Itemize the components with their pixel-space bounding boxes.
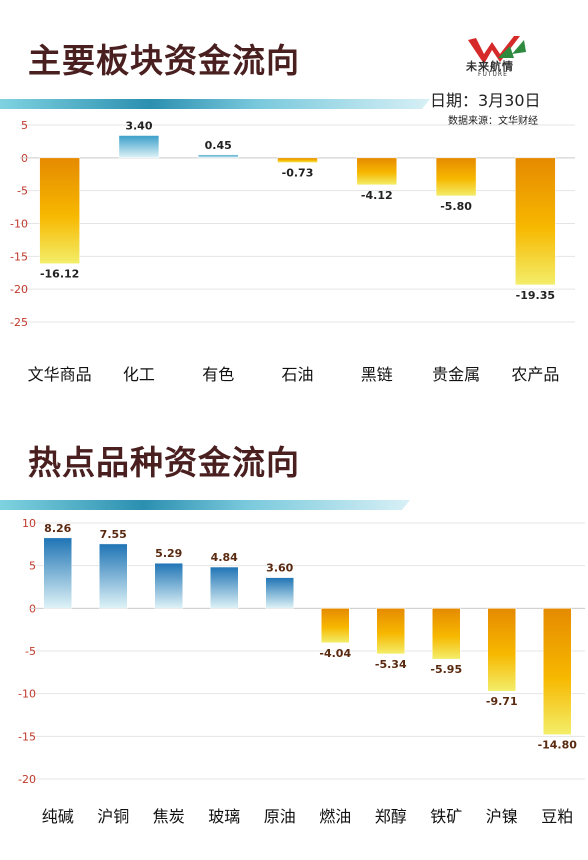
category-label: 纯碱 bbox=[42, 807, 74, 826]
y-tick-label: -25 bbox=[10, 316, 28, 329]
y-tick-label: 10 bbox=[22, 517, 36, 530]
title-band-2 bbox=[0, 500, 410, 510]
category-label: 石油 bbox=[281, 365, 313, 384]
data-label: 3.60 bbox=[266, 562, 293, 575]
bar-农产品 bbox=[515, 157, 556, 286]
bar-焦炭 bbox=[154, 562, 183, 609]
category-label: 玻璃 bbox=[208, 807, 240, 826]
y-tick-label: -15 bbox=[10, 250, 28, 263]
logo-icon bbox=[468, 36, 526, 64]
bar-贵金属 bbox=[435, 157, 477, 197]
bar-铁矿 bbox=[432, 608, 461, 660]
category-label: 黑链 bbox=[361, 365, 393, 384]
data-label: 5.29 bbox=[155, 547, 182, 560]
bar-化工 bbox=[118, 135, 160, 159]
category-label: 沪铜 bbox=[97, 807, 129, 826]
bar-石油 bbox=[277, 157, 318, 163]
data-label: -9.71 bbox=[486, 695, 518, 708]
data-label: -14.80 bbox=[538, 739, 578, 752]
bar-原油 bbox=[265, 577, 294, 609]
category-label: 燃油 bbox=[319, 807, 351, 826]
category-label: 贵金属 bbox=[432, 365, 480, 384]
y-tick-label: 5 bbox=[21, 119, 28, 132]
category-label: 郑醇 bbox=[375, 807, 407, 826]
category-label: 原油 bbox=[264, 807, 296, 826]
data-label: -4.04 bbox=[319, 647, 351, 660]
chart-hot-varieties-flow: 1050-5-10-15-208.26纯碱7.55沪铜5.29焦炭4.84玻璃3… bbox=[18, 517, 585, 826]
logo-subtext: FUTURE bbox=[478, 71, 508, 78]
bar-豆粕 bbox=[543, 608, 572, 735]
category-label: 铁矿 bbox=[430, 807, 462, 826]
category-label: 化工 bbox=[123, 365, 155, 384]
bar-纯碱 bbox=[43, 537, 72, 609]
category-label: 有色 bbox=[202, 365, 234, 384]
data-label: 7.55 bbox=[100, 528, 127, 541]
chart-sector-flow: 50-5-10-15-20-25-16.12文华商品3.40化工0.45有色-0… bbox=[10, 119, 575, 384]
category-label: 文华商品 bbox=[28, 365, 92, 384]
y-tick-label: -15 bbox=[18, 730, 36, 743]
bar-郑醇 bbox=[376, 608, 405, 655]
data-label: 0.45 bbox=[205, 139, 232, 152]
data-label: -5.95 bbox=[430, 663, 462, 676]
data-label: -4.12 bbox=[361, 189, 393, 202]
data-label: -0.73 bbox=[282, 167, 314, 180]
y-tick-label: -5 bbox=[17, 185, 28, 198]
data-label: 8.26 bbox=[44, 522, 71, 535]
data-label: 3.40 bbox=[125, 120, 152, 133]
bar-文华商品 bbox=[39, 157, 80, 264]
chart1-title: 主要板块资金流向 bbox=[28, 41, 300, 80]
data-label: -16.12 bbox=[40, 268, 79, 281]
bar-沪镍 bbox=[487, 608, 516, 692]
data-label: 4.84 bbox=[211, 551, 238, 564]
source-label: 数据来源：文华财经 bbox=[448, 116, 538, 127]
category-label: 焦炭 bbox=[153, 807, 185, 826]
bar-燃油 bbox=[321, 608, 350, 644]
y-tick-label: -10 bbox=[10, 218, 28, 231]
data-label: -19.35 bbox=[516, 289, 555, 302]
bar-玻璃 bbox=[210, 566, 239, 609]
y-tick-label: -20 bbox=[10, 283, 28, 296]
bar-沪铜 bbox=[99, 543, 128, 609]
bar-黑链 bbox=[356, 157, 398, 186]
logo-text: 未来航情 bbox=[466, 60, 514, 73]
bar-有色 bbox=[197, 154, 239, 159]
data-label: -5.80 bbox=[440, 200, 472, 213]
title-band-1 bbox=[0, 99, 430, 109]
data-label: -5.34 bbox=[375, 658, 407, 671]
date-label: 日期：3月30日 bbox=[430, 91, 541, 110]
y-tick-label: -5 bbox=[25, 645, 36, 658]
chart2-title: 热点品种资金流向 bbox=[28, 443, 300, 482]
y-tick-label: -10 bbox=[18, 688, 36, 701]
category-label: 农产品 bbox=[511, 365, 559, 384]
category-label: 豆粕 bbox=[541, 807, 573, 826]
y-tick-label: -20 bbox=[18, 773, 36, 786]
category-label: 沪镍 bbox=[486, 807, 518, 826]
y-tick-label: 5 bbox=[29, 560, 36, 573]
